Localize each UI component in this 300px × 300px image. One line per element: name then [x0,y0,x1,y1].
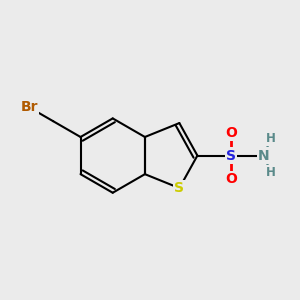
Text: Br: Br [20,100,38,114]
Text: S: S [226,148,236,163]
Text: H: H [266,132,276,145]
Text: O: O [225,172,237,186]
Text: S: S [174,181,184,195]
Text: N: N [258,148,269,163]
Text: O: O [225,125,237,140]
Text: H: H [266,166,276,179]
